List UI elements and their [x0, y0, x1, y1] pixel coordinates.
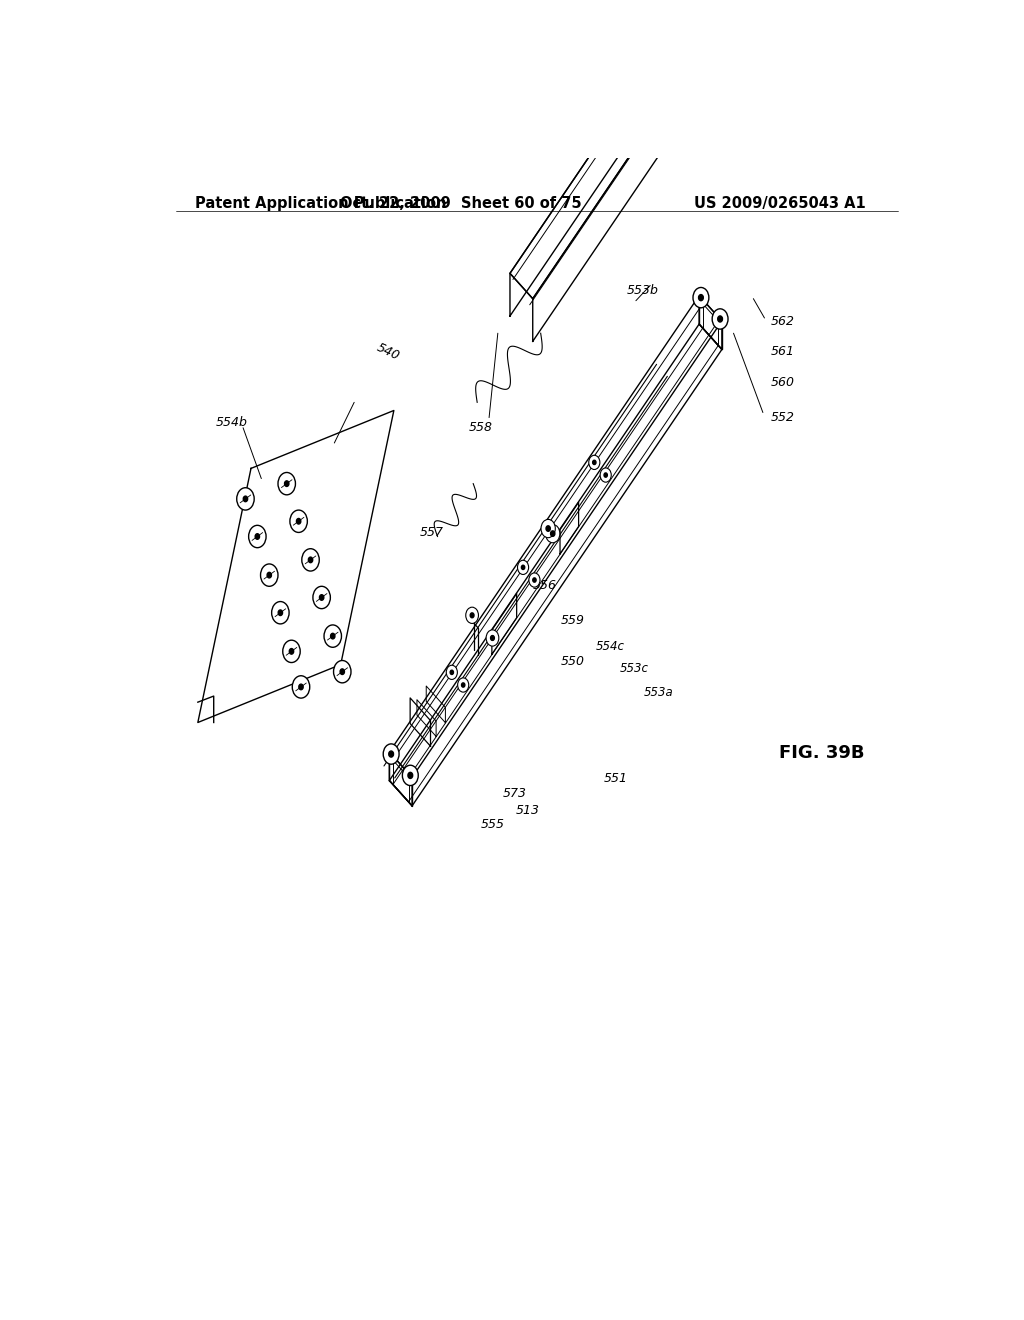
- Circle shape: [466, 607, 478, 623]
- Text: 573: 573: [503, 787, 526, 800]
- Text: 554b: 554b: [215, 416, 247, 429]
- Text: 553b: 553b: [627, 284, 658, 297]
- Circle shape: [283, 640, 300, 663]
- Circle shape: [486, 630, 499, 645]
- Text: 558: 558: [469, 421, 494, 434]
- Circle shape: [271, 602, 289, 624]
- Circle shape: [712, 309, 728, 329]
- Circle shape: [255, 533, 259, 540]
- Circle shape: [698, 294, 703, 301]
- Circle shape: [604, 473, 607, 478]
- Circle shape: [260, 564, 278, 586]
- Circle shape: [551, 531, 555, 536]
- Circle shape: [389, 751, 393, 758]
- Circle shape: [279, 610, 283, 615]
- Circle shape: [589, 455, 600, 470]
- Circle shape: [296, 519, 301, 524]
- Circle shape: [340, 669, 344, 675]
- Circle shape: [446, 665, 458, 680]
- Circle shape: [319, 595, 324, 601]
- Text: 551: 551: [604, 772, 628, 785]
- Circle shape: [462, 682, 465, 688]
- Circle shape: [324, 624, 341, 647]
- Text: 553a: 553a: [644, 685, 674, 698]
- Text: 562: 562: [771, 314, 795, 327]
- Circle shape: [249, 525, 266, 548]
- Circle shape: [490, 635, 495, 640]
- Text: 550: 550: [560, 655, 585, 668]
- Text: 555: 555: [481, 817, 505, 830]
- Circle shape: [693, 288, 709, 308]
- Circle shape: [383, 744, 399, 764]
- Text: FIG. 39B: FIG. 39B: [778, 744, 864, 762]
- Circle shape: [532, 578, 537, 582]
- Text: 557: 557: [420, 525, 444, 539]
- Circle shape: [237, 487, 254, 510]
- Text: 561: 561: [771, 345, 795, 358]
- Circle shape: [451, 671, 454, 675]
- Text: 559: 559: [560, 614, 585, 627]
- Circle shape: [593, 461, 596, 465]
- Circle shape: [402, 766, 418, 785]
- Text: 554c: 554c: [596, 640, 626, 653]
- Circle shape: [718, 315, 723, 322]
- Circle shape: [408, 772, 413, 779]
- Circle shape: [299, 684, 303, 690]
- Circle shape: [541, 519, 555, 537]
- Text: 540: 540: [374, 341, 401, 363]
- Circle shape: [546, 524, 560, 543]
- Circle shape: [244, 496, 248, 502]
- Text: Oct. 22, 2009  Sheet 60 of 75: Oct. 22, 2009 Sheet 60 of 75: [341, 195, 582, 211]
- Text: Patent Application Publication: Patent Application Publication: [196, 195, 446, 211]
- Text: 552: 552: [771, 411, 795, 424]
- Circle shape: [313, 586, 331, 609]
- Circle shape: [331, 634, 335, 639]
- Circle shape: [285, 480, 289, 487]
- Text: 553c: 553c: [620, 663, 649, 675]
- Circle shape: [546, 525, 550, 531]
- Circle shape: [600, 469, 611, 482]
- Circle shape: [267, 573, 271, 578]
- Circle shape: [292, 676, 309, 698]
- Circle shape: [290, 510, 307, 532]
- Circle shape: [517, 560, 528, 574]
- Text: US 2009/0265043 A1: US 2009/0265043 A1: [694, 195, 866, 211]
- Text: 560: 560: [771, 375, 795, 388]
- Text: 556: 556: [532, 578, 557, 591]
- Circle shape: [334, 660, 351, 682]
- Circle shape: [470, 612, 474, 618]
- Circle shape: [308, 557, 312, 562]
- Circle shape: [278, 473, 296, 495]
- Text: 513: 513: [515, 804, 540, 817]
- Circle shape: [458, 678, 469, 692]
- Circle shape: [521, 565, 524, 569]
- Circle shape: [302, 549, 319, 572]
- Circle shape: [528, 573, 540, 587]
- Circle shape: [290, 648, 294, 655]
